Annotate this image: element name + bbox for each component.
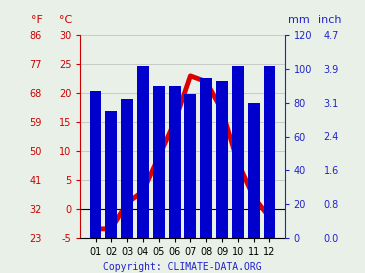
- Bar: [232, 66, 244, 238]
- Bar: [105, 111, 117, 238]
- Bar: [264, 66, 276, 238]
- Bar: [121, 99, 133, 238]
- Bar: [169, 86, 181, 238]
- Bar: [153, 86, 165, 238]
- Text: °C: °C: [59, 15, 73, 25]
- Bar: [216, 81, 228, 238]
- Text: Copyright: CLIMATE-DATA.ORG: Copyright: CLIMATE-DATA.ORG: [103, 262, 262, 272]
- Bar: [89, 91, 101, 238]
- Text: inch: inch: [318, 15, 341, 25]
- Bar: [137, 66, 149, 238]
- Text: °F: °F: [31, 15, 43, 25]
- Text: mm: mm: [288, 15, 310, 25]
- Bar: [200, 78, 212, 238]
- Bar: [248, 103, 260, 238]
- Bar: [184, 94, 196, 238]
